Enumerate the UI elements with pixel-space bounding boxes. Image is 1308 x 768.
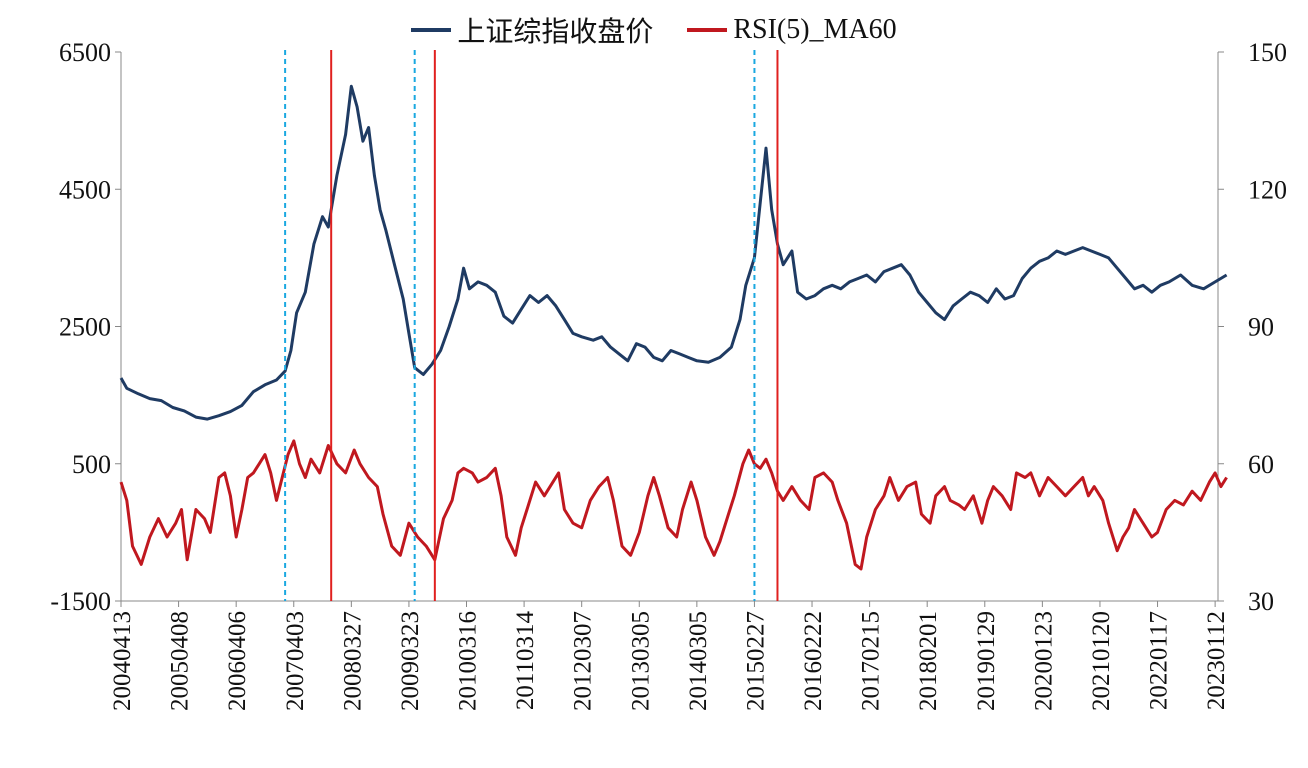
series-line-index [119, 84, 1228, 421]
x-tick-label: 20160222 [800, 611, 827, 711]
x-tick-label: 20150227 [742, 611, 769, 711]
left-y-tick-label: 2500 [59, 313, 111, 342]
x-tick-label: 20110314 [512, 611, 539, 711]
left-y-tick-label: 6500 [59, 38, 111, 67]
right-y-tick-label: 60 [1248, 450, 1274, 479]
legend-swatch-rsi [687, 28, 728, 32]
x-tick-label: 20040413 [109, 611, 136, 711]
right-y-tick-label: 30 [1248, 587, 1274, 616]
left-y-tick-label: -1500 [50, 587, 111, 616]
x-tick-label: 20210120 [1088, 611, 1115, 711]
x-tick-label: 20200123 [1030, 611, 1057, 711]
legend-swatch-index [411, 28, 452, 32]
right-y-tick-label: 150 [1248, 38, 1287, 67]
x-tick-label: 20180201 [915, 611, 942, 711]
x-tick-label: 20050408 [167, 611, 194, 711]
x-tick-label: 20190129 [973, 611, 1000, 711]
left-y-tick-label: 500 [72, 450, 111, 479]
legend-item-index: 上证综指收盘价 [411, 10, 653, 50]
x-tick-label: 20230112 [1203, 611, 1230, 710]
x-tick-label: 20120307 [570, 611, 597, 711]
left-y-tick-label: 4500 [59, 175, 111, 204]
legend-label-index: 上证综指收盘价 [457, 17, 654, 48]
legend-item-rsi: RSI(5)_MA60 [687, 10, 897, 50]
x-tick-label: 20140305 [685, 611, 712, 711]
x-tick-label: 20080327 [339, 611, 366, 711]
x-tick-label: 20100316 [455, 611, 482, 711]
x-tick-label: 20060406 [224, 611, 251, 711]
series-line-rsi [119, 439, 1228, 571]
legend: 上证综指收盘价 RSI(5)_MA60 [0, 10, 1308, 50]
x-tick-label: 20070403 [282, 611, 309, 711]
x-tick-label: 20170215 [858, 611, 885, 711]
x-tick-label: 20090323 [397, 611, 424, 711]
legend-label-rsi: RSI(5)_MA60 [733, 14, 897, 45]
right-y-tick-label: 90 [1248, 313, 1274, 342]
x-tick-label: 20220117 [1146, 611, 1173, 710]
right-y-tick-label: 120 [1248, 175, 1287, 204]
x-tick-label: 20130305 [627, 611, 654, 711]
